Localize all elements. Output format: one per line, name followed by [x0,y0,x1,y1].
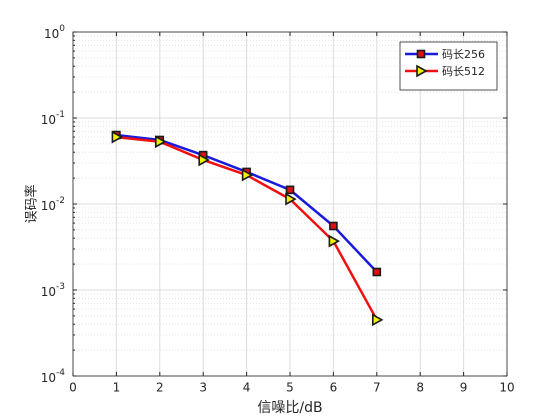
y-tick-label: 10-4 [41,368,66,385]
marker [285,192,297,206]
y-tick-exponent: -4 [56,368,65,378]
y-tick-base: 10 [41,371,56,385]
y-tick-exponent: 0 [59,24,65,34]
y-tick-base: 10 [41,285,56,299]
x-tick-label: 1 [113,381,121,395]
legend-box [399,41,498,91]
x-tick-label: 4 [243,381,251,395]
y-tick-label: 10-2 [41,196,65,213]
marker [328,234,341,248]
y-tick-label: 10-1 [41,110,65,127]
legend-label: 码长512 [442,65,485,78]
marker [241,168,254,182]
x-tick-label: 8 [416,381,424,395]
x-axis-label: 信噪比/dB [257,400,322,416]
data [111,130,384,327]
y-tick-exponent: -3 [56,282,65,292]
marker [155,135,167,149]
marker [111,130,124,144]
y-axis-label: 误码率 [24,184,40,223]
x-tick-label: 7 [373,381,381,395]
x-tick-label: 0 [69,381,77,395]
marker [329,221,338,231]
x-tick-label: 2 [156,381,164,395]
marker [372,267,382,277]
legend-label: 码长256 [442,48,485,61]
x-tick-label: 3 [199,381,207,395]
y-tick-base: 10 [41,199,56,213]
marker [285,185,295,195]
legend: 码长256 码长512 [399,41,498,91]
marker [198,153,210,167]
marker [371,313,384,327]
y-tick-exponent: -2 [56,196,65,206]
x-tick-label: 6 [330,381,338,395]
y-tick-exponent: -1 [56,110,65,120]
y-tick-label: 10-3 [41,282,65,299]
marker [416,64,428,78]
y-tick-label: 100 [44,24,65,41]
x-tick-label: 10 [499,381,514,395]
y-tick-base: 10 [41,113,56,127]
marker [416,49,426,59]
x-tick-label: 5 [286,381,294,395]
y-tick-base: 10 [44,27,59,41]
x-tick-label: 9 [460,381,468,395]
